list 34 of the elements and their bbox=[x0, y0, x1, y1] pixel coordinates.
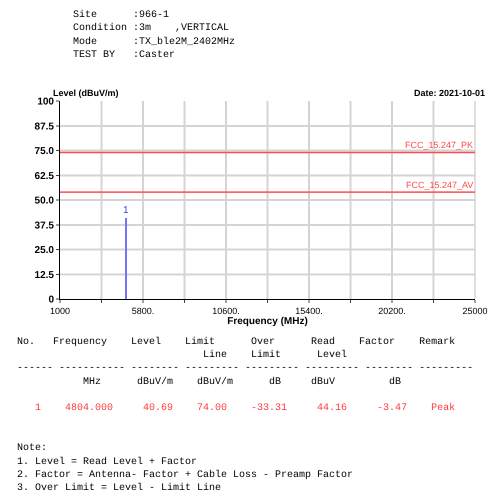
x-tick-label: 25000 bbox=[462, 306, 488, 316]
text: No. Frequency Level Limit Over Read Factor Remark bbox=[17, 336, 456, 348]
text: MHz dBuV/m dBuV/m dB dBuV dB bbox=[17, 376, 402, 388]
y-tick-label: 25.0 bbox=[34, 245, 54, 256]
y-tick-label: 12.5 bbox=[34, 270, 54, 281]
text: 3. Over Limit = Level - Limit Line bbox=[17, 482, 222, 494]
text: Condition :3m ,VERTICAL bbox=[73, 22, 230, 34]
text: Mode :TX_ble2M_2402MHz bbox=[73, 36, 236, 48]
text: 1. Level = Read Level + Factor bbox=[17, 456, 198, 468]
y-tick-label: 50.0 bbox=[34, 196, 54, 206]
y-tick-label: 100 bbox=[37, 96, 54, 108]
x-tick-label: 20200. bbox=[378, 306, 406, 316]
annotation: 1 bbox=[123, 205, 129, 216]
ref-line-label: FCC_15.247_AV bbox=[406, 180, 474, 190]
y-tick-label: 62.5 bbox=[34, 170, 54, 182]
x-tick-label: 1000 bbox=[50, 306, 70, 316]
text: TEST BY :Caster bbox=[73, 50, 176, 61]
x-tick-label: 10600. bbox=[212, 306, 240, 316]
x-tick-label: 5800. bbox=[132, 306, 154, 316]
text: Note: bbox=[17, 443, 48, 454]
y-axis-title: Level (dBuV/m) bbox=[53, 88, 119, 98]
text: Date: 2021-10-01 bbox=[414, 88, 486, 98]
text: Site :966-1 bbox=[73, 9, 170, 21]
text: 1 4804.000 40.69 74.00 -33.31 44.16 -3.47 Peak bbox=[17, 402, 456, 414]
x-axis-title: Frequency (MHz) bbox=[227, 316, 308, 327]
y-tick-label: 87.5 bbox=[34, 121, 54, 132]
y-tick-label: 75.0 bbox=[34, 146, 54, 157]
text: Line Limit Level bbox=[17, 349, 348, 361]
x-tick-label: 15400. bbox=[295, 306, 323, 316]
ref-line-label: FCC_15.247_PK bbox=[405, 140, 474, 150]
text: ------ ----------- -------- --------- --------- --------- -------- --------- bbox=[17, 363, 474, 374]
y-tick-label: 37.5 bbox=[34, 220, 54, 232]
y-tick-label: 0 bbox=[48, 294, 54, 306]
text: 2. Factor = Antenna- Factor + Cable Loss - Preamp Factor bbox=[17, 469, 354, 481]
